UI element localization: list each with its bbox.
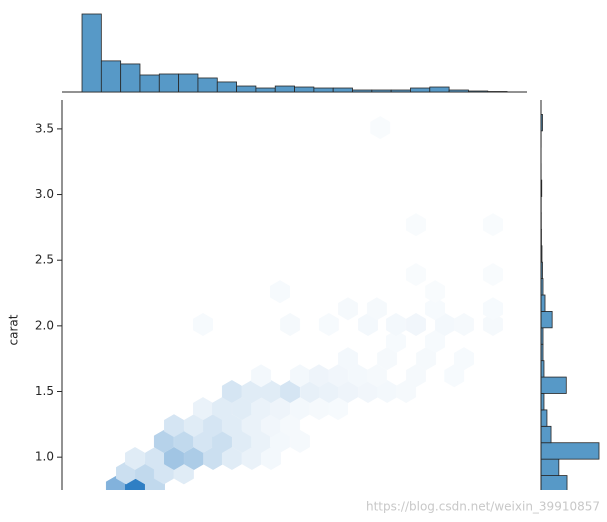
y-tick-label: 2.0 <box>35 318 54 332</box>
top-hist-bar <box>197 77 218 93</box>
right-hist-bar <box>540 311 553 329</box>
top-hist-bar <box>100 60 122 93</box>
hex <box>328 397 349 421</box>
top-hist-bar <box>371 89 392 93</box>
hex <box>425 297 446 321</box>
watermark: https://blog.csdn.net/weixin_39910857 <box>366 500 600 514</box>
hex <box>221 380 242 403</box>
hex <box>483 213 503 237</box>
top-hist-bar <box>81 13 102 93</box>
hex <box>370 116 391 140</box>
y-tick-label: 3.5 <box>35 121 54 135</box>
hex <box>386 330 406 354</box>
top-hist-bar <box>274 85 295 93</box>
top-hist-bar <box>468 90 489 93</box>
top-hist-bar <box>448 89 469 93</box>
top-hist-bar <box>294 86 315 93</box>
hex <box>483 313 503 336</box>
right-marginal <box>540 114 600 490</box>
right-hist-bar <box>540 425 552 444</box>
hex <box>454 347 474 371</box>
top-hist-bar <box>178 73 199 93</box>
right-hist-bar <box>540 294 546 312</box>
right-hist-bar <box>540 458 560 476</box>
top-hist-bar <box>313 87 334 93</box>
y-axis-label: carat <box>7 314 21 345</box>
top-hist-bar <box>216 81 237 93</box>
right-hist-bar <box>540 376 567 394</box>
hex <box>318 313 339 336</box>
hex <box>212 397 233 421</box>
hex <box>251 364 272 388</box>
hex <box>483 297 503 321</box>
top-hist-bar <box>332 87 353 93</box>
hex <box>406 213 426 237</box>
hex <box>386 313 406 336</box>
top-hist-bar <box>410 87 431 93</box>
hex <box>125 447 145 470</box>
top-hist-bar <box>390 89 411 93</box>
hex <box>377 347 398 371</box>
top-hist-bar <box>139 74 160 93</box>
top-hist-bar <box>255 87 276 93</box>
hex <box>270 397 290 421</box>
top-hist-bar <box>158 73 180 93</box>
hex <box>164 414 184 438</box>
hex <box>483 263 503 287</box>
top-hist-bar <box>236 85 257 93</box>
hex <box>193 313 213 336</box>
y-tick-label: 1.5 <box>35 384 54 398</box>
right-hist-bar <box>540 442 600 460</box>
top-hist-bar <box>352 89 373 93</box>
hex <box>425 280 446 304</box>
hex <box>425 330 446 354</box>
y-tick-label: 3.0 <box>35 187 54 201</box>
hex <box>406 364 426 388</box>
hex <box>328 364 349 388</box>
hex <box>444 364 465 388</box>
hex <box>338 347 358 371</box>
right-hist-bar <box>540 475 568 490</box>
hex <box>221 414 242 438</box>
hex <box>454 313 474 336</box>
hexbin <box>105 116 503 490</box>
hex <box>164 447 184 470</box>
hex <box>270 280 290 304</box>
hex <box>366 364 387 388</box>
hex <box>406 313 426 336</box>
hex <box>261 447 281 470</box>
y-tick-label: 1.0 <box>35 450 54 464</box>
y-tick-label: 2.5 <box>35 253 54 267</box>
hex <box>406 263 426 287</box>
hex <box>338 297 358 321</box>
hex <box>221 447 242 470</box>
top-hist-bar <box>120 63 141 93</box>
hex <box>280 313 301 336</box>
hex <box>366 297 387 321</box>
hex <box>416 347 437 371</box>
top-hist-bar <box>429 86 450 93</box>
hex <box>280 414 301 438</box>
right-hist-bar <box>540 409 548 427</box>
